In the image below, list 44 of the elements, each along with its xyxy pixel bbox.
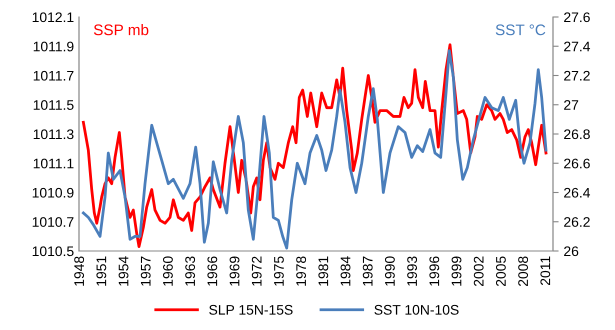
y-tick-label: 1010.5 [32,246,74,256]
y2-tick-label: 26 [564,246,578,256]
y2-tick-label: 27.4 [564,42,590,52]
y-tick-label: 1011.3 [34,129,74,140]
x-tick-label: 1975 [274,256,284,286]
x-tick-label: 1981 [318,256,328,286]
y2-tick-label: 26.2 [564,217,590,227]
y-tick-label: 1011.7 [34,70,74,81]
x-tick-label: 1963 [185,256,196,286]
x-tick-label: 1969 [230,256,240,286]
x-tick-label: 1960 [163,256,173,286]
x-tick-label: 1972 [252,256,262,286]
y2-tick-label: 27.6 [564,12,590,22]
y2-axis-title: SST °C [496,24,546,36]
x-tick-label: 1951 [96,256,106,286]
x-tick-label: 2002 [474,256,484,286]
y-tick-label: 1010.7 [32,217,74,227]
y2-tick-label: 26.4 [564,188,590,198]
x-tick-label: 1948 [74,256,84,286]
x-tick-label: 2011 [540,256,550,286]
x-tick-label: 1993 [407,256,418,286]
x-tick-label: 1999 [452,256,462,286]
x-tick-label: 1996 [429,256,440,286]
y-axis-title: SSP mb [94,24,148,36]
y-tick-label: 1011.1 [34,158,74,168]
x-tick-label: 1990 [384,256,395,286]
x-tick-label: 2005 [496,256,506,286]
y2-tick-label: 27 [564,100,578,110]
x-tick-label: 2008 [518,256,528,286]
x-tick-label: 1966 [207,256,218,286]
x-tick-label: 1978 [296,256,306,286]
y-tick-label: 1011.9 [34,42,74,52]
x-tick-label: 1957 [140,256,151,286]
legend-label: SST 10N-10S [374,304,459,315]
x-tick-label: 1987 [362,256,373,286]
y2-tick-label: 26.6 [564,158,590,168]
y2-tick-label: 26.8 [564,129,590,140]
y-tick-label: 1011.5 [34,100,74,110]
legend-label: SLP 15N-15S [209,304,293,315]
x-tick-label: 1954 [118,256,128,286]
y-tick-label: 1012.1 [32,12,74,22]
y2-tick-label: 27.2 [564,70,590,81]
y-tick-label: 1010.9 [32,188,74,198]
x-tick-label: 1984 [340,256,350,286]
